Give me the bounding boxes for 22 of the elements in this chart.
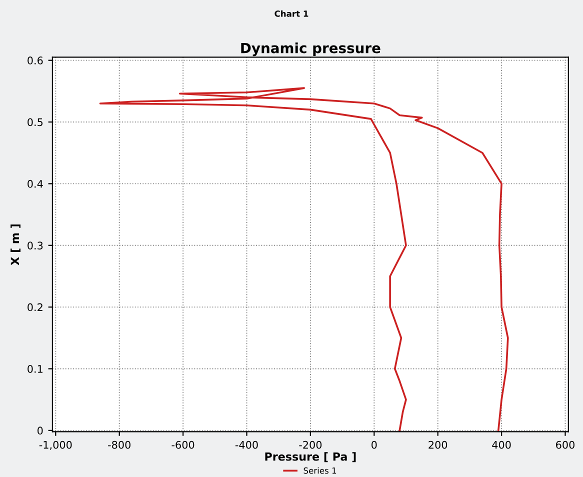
x-tick-label: 0 bbox=[372, 440, 377, 449]
y-tick-label: 0.2 bbox=[28, 303, 42, 312]
x-axis-title: Pressure [ Pa ] bbox=[265, 452, 356, 462]
x-tick-label: 400 bbox=[492, 440, 511, 449]
x-tick-label: -200 bbox=[299, 440, 322, 449]
x-tick-label: -1,000 bbox=[39, 440, 72, 450]
line-series bbox=[99, 87, 509, 432]
y-tick-label: 0.4 bbox=[28, 180, 43, 188]
legend-label: Series 1 bbox=[304, 467, 336, 474]
y-tick-label: 0.3 bbox=[28, 242, 43, 250]
chart-subtitle: Dynamic pressure bbox=[241, 42, 380, 56]
x-tick-label: -400 bbox=[235, 440, 258, 449]
x-tick-label: -600 bbox=[172, 440, 194, 449]
y-tick-label: 0.6 bbox=[28, 56, 43, 64]
y-tick-label: 0.5 bbox=[28, 118, 43, 126]
y-tick-label: 0.1 bbox=[28, 364, 42, 373]
y-tick-label: 0 bbox=[38, 426, 43, 435]
x-tick-label: 200 bbox=[428, 440, 448, 449]
y-axis-title: X [ m ] bbox=[10, 224, 20, 266]
x-tick-label: 600 bbox=[556, 440, 574, 449]
x-tick-label: -800 bbox=[108, 440, 130, 449]
chart-title: Chart 1 bbox=[274, 10, 308, 17]
